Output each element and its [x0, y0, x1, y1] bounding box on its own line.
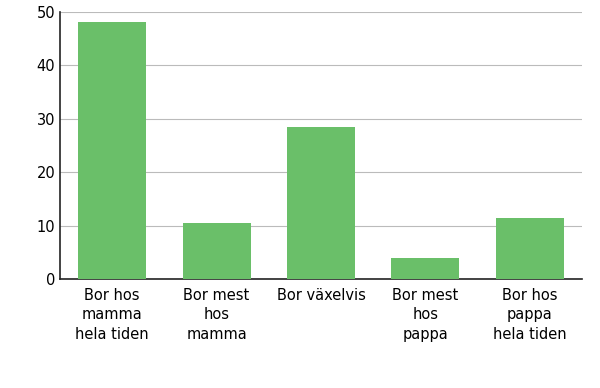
Bar — [287, 127, 355, 279]
Bar — [78, 23, 146, 279]
Bar — [391, 258, 460, 279]
Bar — [496, 218, 564, 279]
Bar — [182, 223, 251, 279]
